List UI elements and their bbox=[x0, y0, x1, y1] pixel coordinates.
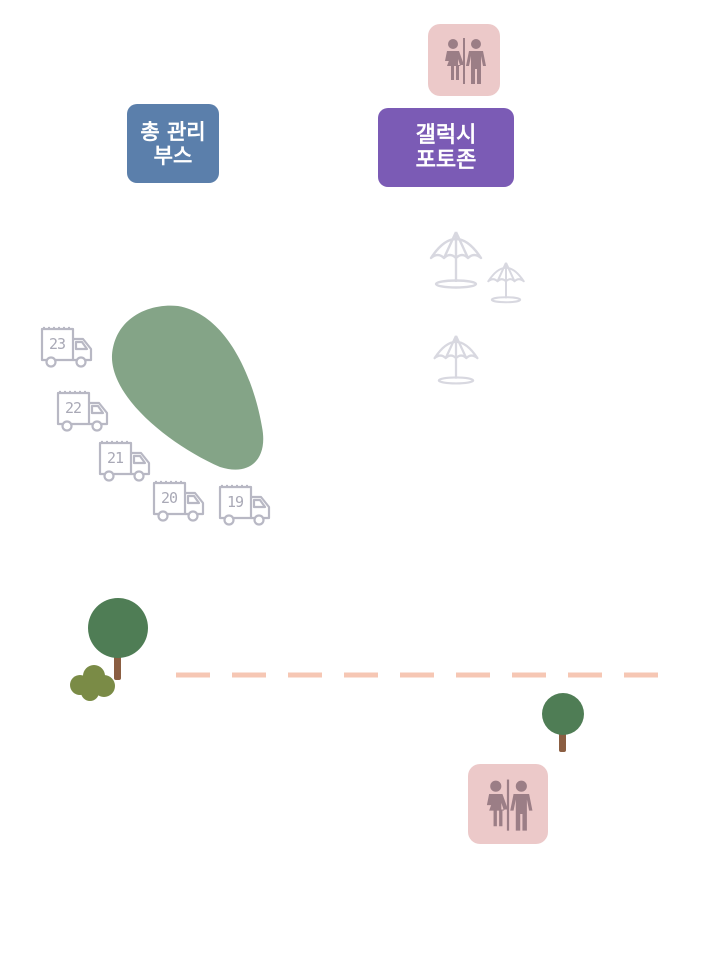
bush-icon bbox=[70, 665, 115, 701]
food-truck-23[interactable]: 23 bbox=[40, 326, 94, 368]
restroom-bottom[interactable] bbox=[468, 764, 548, 844]
parasol-icon bbox=[486, 260, 526, 304]
restroom-icon bbox=[445, 38, 486, 84]
restroom-top[interactable] bbox=[428, 24, 500, 96]
truck-number: 19 bbox=[226, 493, 244, 511]
food-truck-22[interactable]: 22 bbox=[56, 390, 110, 432]
photozone-line2: 포토존 bbox=[415, 147, 477, 173]
management-booth-line1: 총 관리 bbox=[140, 119, 206, 144]
restroom-icon bbox=[486, 779, 533, 831]
food-truck-21[interactable]: 21 bbox=[98, 440, 152, 482]
lawn-area bbox=[111, 305, 264, 470]
walking-path bbox=[176, 672, 662, 678]
food-truck-19[interactable]: 19 bbox=[218, 484, 272, 526]
food-truck-20[interactable]: 20 bbox=[152, 480, 206, 522]
management-booth-line2: 부스 bbox=[153, 143, 193, 168]
tree-icon bbox=[70, 598, 148, 701]
tree-icon bbox=[542, 693, 584, 752]
truck-number: 21 bbox=[106, 449, 124, 467]
truck-number: 22 bbox=[64, 399, 82, 417]
management-booth[interactable]: 총 관리 부스 bbox=[127, 104, 219, 183]
truck-number: 23 bbox=[48, 335, 66, 353]
parasol-icon bbox=[428, 228, 484, 290]
photozone-line1: 갤럭시 bbox=[415, 122, 477, 148]
truck-number: 20 bbox=[160, 489, 178, 507]
galaxy-photozone-booth[interactable]: 갤럭시 포토존 bbox=[378, 108, 514, 187]
parasol-icon bbox=[432, 332, 480, 386]
